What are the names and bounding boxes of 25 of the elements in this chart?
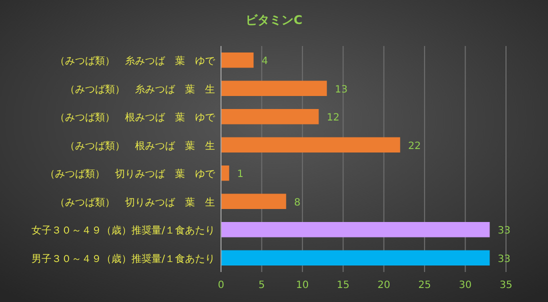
y-tick-label: （みつば類） 根みつば 葉 生 bbox=[65, 140, 215, 152]
data-label: 33 bbox=[498, 254, 510, 265]
y-tick-label: 女子３０～４９（歳）推奨量/１食あたり bbox=[32, 224, 215, 237]
data-label: 12 bbox=[326, 112, 340, 124]
x-tick-label: 15 bbox=[336, 280, 350, 291]
data-label: 13 bbox=[334, 84, 348, 96]
y-tick-label: （みつば類） 糸みつば 葉 生 bbox=[65, 83, 215, 96]
x-tick-label: 5 bbox=[258, 280, 265, 291]
y-tick-label: （みつば類） 根みつば 葉 ゆで bbox=[55, 112, 216, 124]
x-tick-label: 30 bbox=[458, 280, 472, 291]
x-tick-label: 25 bbox=[418, 280, 431, 291]
y-tick-label: （みつば類） 切りみつば 葉 ゆで bbox=[45, 168, 216, 180]
y-tick-label: 男子３０～４９（歳）推奨量/１食あたり bbox=[32, 252, 215, 265]
chart-title: ビタミンC bbox=[246, 13, 303, 27]
data-label: 1 bbox=[237, 169, 244, 180]
data-label: 4 bbox=[262, 56, 268, 68]
x-tick-label: 20 bbox=[377, 280, 390, 291]
x-tick-label: 0 bbox=[218, 280, 224, 291]
data-label: 22 bbox=[408, 140, 421, 152]
data-label: 8 bbox=[294, 197, 301, 208]
y-tick-label: （みつば類） 糸みつば 葉 ゆで bbox=[55, 55, 216, 68]
x-tick-label: 35 bbox=[500, 280, 512, 291]
x-tick-label: 10 bbox=[296, 280, 309, 291]
y-tick-label: （みつば類） 切りみつば 葉 生 bbox=[55, 196, 215, 208]
data-label: 33 bbox=[498, 226, 510, 237]
